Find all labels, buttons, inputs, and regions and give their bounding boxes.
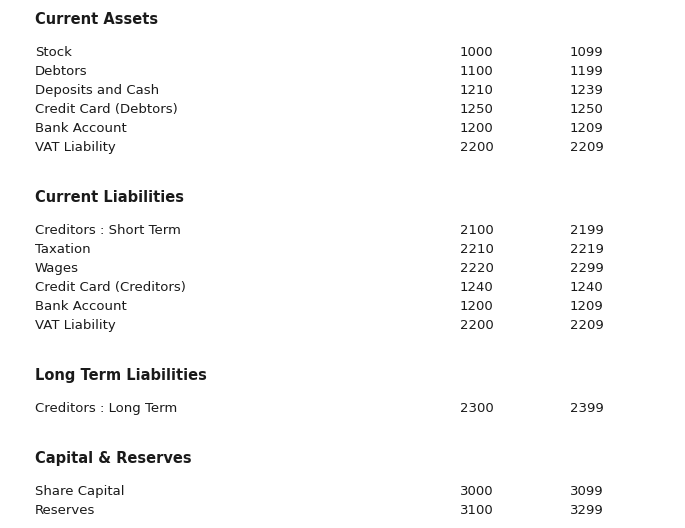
Text: 2300: 2300 bbox=[460, 402, 494, 415]
Text: 1239: 1239 bbox=[570, 84, 604, 97]
Text: Reserves: Reserves bbox=[35, 504, 95, 517]
Text: 1250: 1250 bbox=[460, 103, 494, 116]
Text: Stock: Stock bbox=[35, 46, 72, 59]
Text: 1199: 1199 bbox=[570, 65, 603, 78]
Text: 3099: 3099 bbox=[570, 485, 603, 498]
Text: VAT Liability: VAT Liability bbox=[35, 141, 116, 154]
Text: Bank Account: Bank Account bbox=[35, 122, 127, 135]
Text: 2210: 2210 bbox=[460, 243, 494, 256]
Text: 1250: 1250 bbox=[570, 103, 604, 116]
Text: Current Assets: Current Assets bbox=[35, 12, 158, 27]
Text: VAT Liability: VAT Liability bbox=[35, 319, 116, 332]
Text: 2399: 2399 bbox=[570, 402, 603, 415]
Text: 2299: 2299 bbox=[570, 262, 603, 275]
Text: 3100: 3100 bbox=[460, 504, 494, 517]
Text: Credit Card (Debtors): Credit Card (Debtors) bbox=[35, 103, 177, 116]
Text: Taxation: Taxation bbox=[35, 243, 90, 256]
Text: 2220: 2220 bbox=[460, 262, 494, 275]
Text: 2209: 2209 bbox=[570, 319, 603, 332]
Text: 1209: 1209 bbox=[570, 122, 603, 135]
Text: 3299: 3299 bbox=[570, 504, 603, 517]
Text: Creditors : Long Term: Creditors : Long Term bbox=[35, 402, 177, 415]
Text: 1209: 1209 bbox=[570, 300, 603, 313]
Text: Wages: Wages bbox=[35, 262, 79, 275]
Text: 1200: 1200 bbox=[460, 300, 494, 313]
Text: Creditors : Short Term: Creditors : Short Term bbox=[35, 224, 181, 237]
Text: Debtors: Debtors bbox=[35, 65, 88, 78]
Text: Share Capital: Share Capital bbox=[35, 485, 125, 498]
Text: 1100: 1100 bbox=[460, 65, 494, 78]
Text: 3000: 3000 bbox=[460, 485, 494, 498]
Text: 2100: 2100 bbox=[460, 224, 494, 237]
Text: 1000: 1000 bbox=[460, 46, 494, 59]
Text: 1240: 1240 bbox=[570, 281, 603, 294]
Text: 2200: 2200 bbox=[460, 141, 494, 154]
Text: 1200: 1200 bbox=[460, 122, 494, 135]
Text: 2209: 2209 bbox=[570, 141, 603, 154]
Text: Capital & Reserves: Capital & Reserves bbox=[35, 451, 192, 466]
Text: 1240: 1240 bbox=[460, 281, 494, 294]
Text: Deposits and Cash: Deposits and Cash bbox=[35, 84, 159, 97]
Text: 2200: 2200 bbox=[460, 319, 494, 332]
Text: 2219: 2219 bbox=[570, 243, 604, 256]
Text: 1210: 1210 bbox=[460, 84, 494, 97]
Text: Long Term Liabilities: Long Term Liabilities bbox=[35, 368, 207, 383]
Text: Current Liabilities: Current Liabilities bbox=[35, 190, 184, 205]
Text: Credit Card (Creditors): Credit Card (Creditors) bbox=[35, 281, 186, 294]
Text: 2199: 2199 bbox=[570, 224, 603, 237]
Text: Bank Account: Bank Account bbox=[35, 300, 127, 313]
Text: 1099: 1099 bbox=[570, 46, 603, 59]
